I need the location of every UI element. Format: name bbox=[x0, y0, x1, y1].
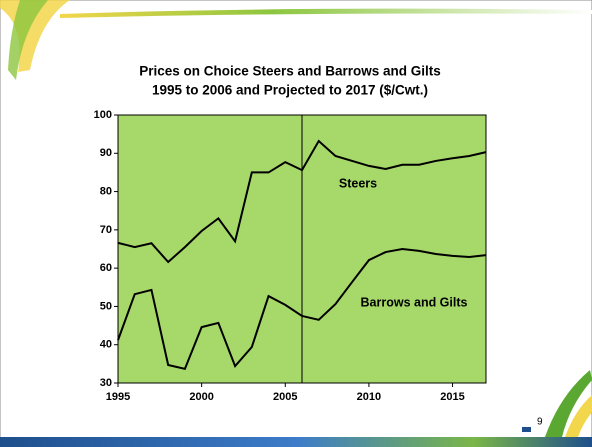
y-tick-label: 100 bbox=[94, 109, 112, 121]
bottom-bar bbox=[0, 437, 592, 447]
y-tick-label: 60 bbox=[100, 262, 112, 274]
chart-title: Prices on Choice Steers and Barrows and … bbox=[139, 64, 441, 79]
bottom-logo-2 bbox=[565, 395, 592, 437]
y-tick-label: 80 bbox=[100, 185, 112, 197]
y-tick-label: 90 bbox=[100, 147, 112, 159]
series-label: Steers bbox=[339, 176, 377, 190]
y-tick-label: 30 bbox=[100, 377, 112, 389]
bottom-logo bbox=[545, 370, 592, 437]
x-tick-label: 2010 bbox=[357, 391, 381, 403]
series-line bbox=[117, 139, 487, 264]
x-tick-label: 1995 bbox=[106, 391, 130, 403]
corner-logo-2 bbox=[8, 0, 48, 80]
top-swoosh bbox=[60, 8, 592, 18]
page-mark bbox=[522, 427, 531, 432]
chart-title: 1995 to 2006 and Projected to 2017 ($/Cw… bbox=[152, 83, 428, 98]
y-tick-label: 70 bbox=[100, 224, 112, 236]
x-tick-label: 2015 bbox=[440, 391, 464, 403]
y-tick-label: 40 bbox=[100, 339, 112, 351]
x-tick-label: 2005 bbox=[273, 391, 297, 403]
series-label: Barrows and Gilts bbox=[361, 295, 468, 309]
y-tick-label: 50 bbox=[100, 300, 112, 312]
page-number: 9 bbox=[537, 417, 543, 428]
x-tick-label: 2000 bbox=[189, 391, 213, 403]
series-line bbox=[117, 247, 487, 370]
